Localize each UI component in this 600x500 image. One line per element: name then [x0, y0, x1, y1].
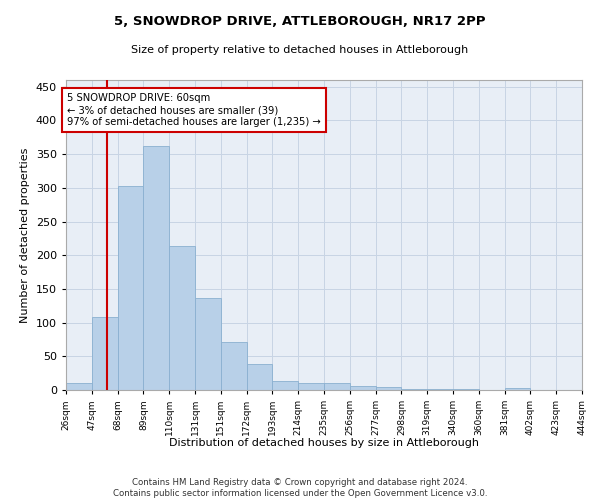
Text: Size of property relative to detached houses in Attleborough: Size of property relative to detached ho…	[131, 45, 469, 55]
Text: 5 SNOWDROP DRIVE: 60sqm
← 3% of detached houses are smaller (39)
97% of semi-det: 5 SNOWDROP DRIVE: 60sqm ← 3% of detached…	[67, 94, 321, 126]
Bar	[401, 388, 427, 390]
Bar	[143, 146, 169, 390]
Y-axis label: Number of detached properties: Number of detached properties	[20, 148, 30, 322]
Bar	[221, 342, 247, 390]
Bar	[272, 380, 298, 390]
Text: 5, SNOWDROP DRIVE, ATTLEBOROUGH, NR17 2PP: 5, SNOWDROP DRIVE, ATTLEBOROUGH, NR17 2P…	[114, 15, 486, 28]
Bar	[376, 386, 401, 390]
Bar	[505, 388, 530, 390]
Bar	[118, 186, 143, 390]
Bar	[92, 317, 118, 390]
Bar	[298, 382, 324, 390]
Bar	[247, 364, 272, 390]
X-axis label: Distribution of detached houses by size in Attleborough: Distribution of detached houses by size …	[169, 438, 479, 448]
Bar	[324, 384, 350, 390]
Text: Contains HM Land Registry data © Crown copyright and database right 2024.
Contai: Contains HM Land Registry data © Crown c…	[113, 478, 487, 498]
Bar	[66, 384, 92, 390]
Bar	[427, 388, 453, 390]
Bar	[169, 246, 195, 390]
Bar	[195, 298, 221, 390]
Bar	[350, 386, 376, 390]
